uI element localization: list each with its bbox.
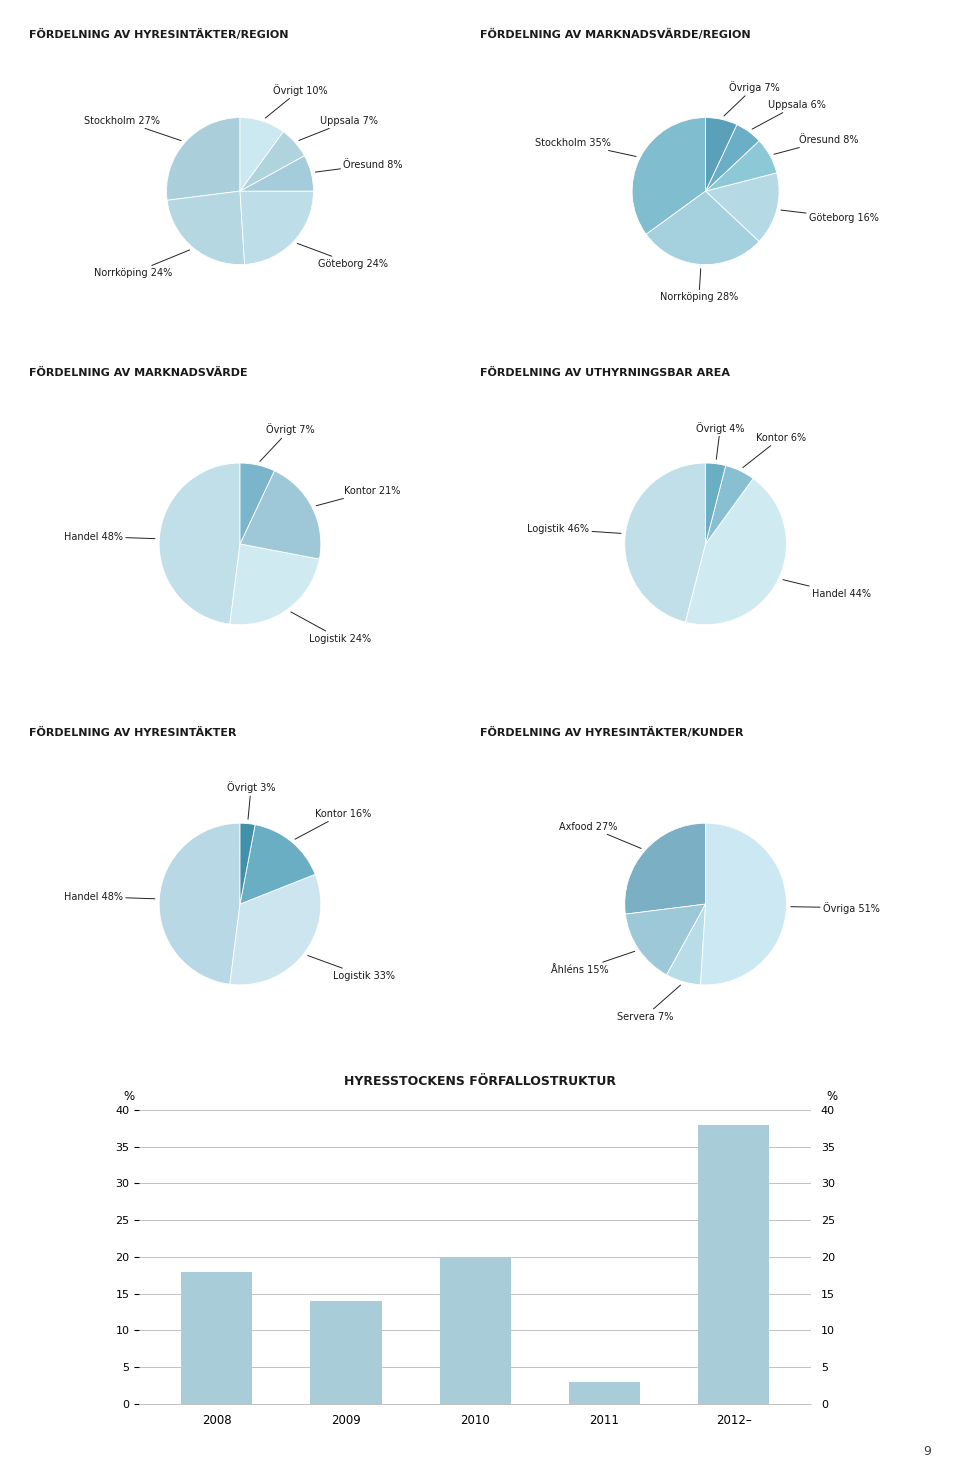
Text: Uppsala 6%: Uppsala 6% <box>752 100 827 129</box>
Text: Handel 44%: Handel 44% <box>783 579 871 598</box>
Wedge shape <box>167 191 245 265</box>
Wedge shape <box>240 191 314 265</box>
Wedge shape <box>166 118 240 200</box>
Wedge shape <box>625 463 706 622</box>
Text: Övrigt 7%: Övrigt 7% <box>260 423 314 462</box>
Text: FÖRDELNING AV MARKNADSVÄRDE/REGION: FÖRDELNING AV MARKNADSVÄRDE/REGION <box>480 28 751 40</box>
Text: FÖRDELNING AV MARKNADSVÄRDE: FÖRDELNING AV MARKNADSVÄRDE <box>29 368 248 378</box>
Bar <box>698 1125 769 1404</box>
Wedge shape <box>229 544 320 625</box>
Text: Kontor 16%: Kontor 16% <box>295 809 371 839</box>
Wedge shape <box>240 470 321 559</box>
Text: FÖRDELNING AV HYRESINTÄKTER: FÖRDELNING AV HYRESINTÄKTER <box>29 728 236 738</box>
Wedge shape <box>685 479 786 625</box>
Wedge shape <box>159 463 240 625</box>
Wedge shape <box>701 823 786 985</box>
Text: Öresund 8%: Öresund 8% <box>774 135 858 154</box>
Bar <box>181 1272 252 1404</box>
Wedge shape <box>240 132 304 191</box>
Text: FÖRDELNING AV HYRESINTÄKTER/KUNDER: FÖRDELNING AV HYRESINTÄKTER/KUNDER <box>480 726 743 738</box>
Text: Kontor 6%: Kontor 6% <box>743 432 805 467</box>
Wedge shape <box>706 141 777 191</box>
Bar <box>310 1301 381 1404</box>
Wedge shape <box>706 173 780 241</box>
Text: Göteborg 16%: Göteborg 16% <box>781 210 878 222</box>
Wedge shape <box>240 825 315 904</box>
Wedge shape <box>666 904 706 985</box>
Text: Handel 48%: Handel 48% <box>64 892 155 901</box>
Wedge shape <box>706 125 759 191</box>
Text: FÖRDELNING AV UTHYRNINGSBAR AREA: FÖRDELNING AV UTHYRNINGSBAR AREA <box>480 368 730 378</box>
Text: HYRESSTOCKENS FÖRFALLOSTRUKTUR: HYRESSTOCKENS FÖRFALLOSTRUKTUR <box>344 1075 616 1088</box>
Wedge shape <box>706 463 726 544</box>
Text: %: % <box>827 1089 838 1102</box>
Text: Göteborg 24%: Göteborg 24% <box>298 244 388 269</box>
Text: %: % <box>124 1089 134 1102</box>
Text: Övriga 7%: Övriga 7% <box>724 81 780 116</box>
Text: Åhléns 15%: Åhléns 15% <box>551 951 635 975</box>
Wedge shape <box>646 191 759 265</box>
Text: Övrigt 4%: Övrigt 4% <box>696 422 745 459</box>
Text: Handel 48%: Handel 48% <box>64 532 155 541</box>
Text: Öresund 8%: Öresund 8% <box>316 160 403 172</box>
Text: Logistik 33%: Logistik 33% <box>308 956 395 980</box>
Text: Kontor 21%: Kontor 21% <box>316 485 401 506</box>
Text: Logistik 24%: Logistik 24% <box>291 612 371 644</box>
Wedge shape <box>159 823 240 985</box>
Text: Uppsala 7%: Uppsala 7% <box>299 116 378 141</box>
Wedge shape <box>706 466 754 544</box>
Wedge shape <box>632 118 706 234</box>
Wedge shape <box>240 118 283 191</box>
Text: Stockholm 27%: Stockholm 27% <box>84 116 181 141</box>
Bar <box>569 1382 640 1404</box>
Bar <box>440 1257 511 1404</box>
Text: Logistik 46%: Logistik 46% <box>527 525 621 534</box>
Text: FÖRDELNING AV HYRESINTÄKTER/REGION: FÖRDELNING AV HYRESINTÄKTER/REGION <box>29 28 288 40</box>
Wedge shape <box>240 156 314 191</box>
Wedge shape <box>625 823 706 914</box>
Text: Norrköping 28%: Norrköping 28% <box>660 269 738 303</box>
Text: 9: 9 <box>924 1445 931 1458</box>
Text: Servera 7%: Servera 7% <box>616 985 681 1022</box>
Text: Övriga 51%: Övriga 51% <box>791 901 879 914</box>
Text: Axfood 27%: Axfood 27% <box>560 822 641 848</box>
Wedge shape <box>240 823 255 904</box>
Wedge shape <box>706 118 737 191</box>
Text: Övrigt 3%: Övrigt 3% <box>227 782 276 819</box>
Text: Övrigt 10%: Övrigt 10% <box>265 84 327 118</box>
Text: Norrköping 24%: Norrköping 24% <box>94 250 190 278</box>
Text: Stockholm 35%: Stockholm 35% <box>535 138 636 156</box>
Wedge shape <box>240 463 275 544</box>
Wedge shape <box>229 875 321 985</box>
Wedge shape <box>625 904 706 975</box>
